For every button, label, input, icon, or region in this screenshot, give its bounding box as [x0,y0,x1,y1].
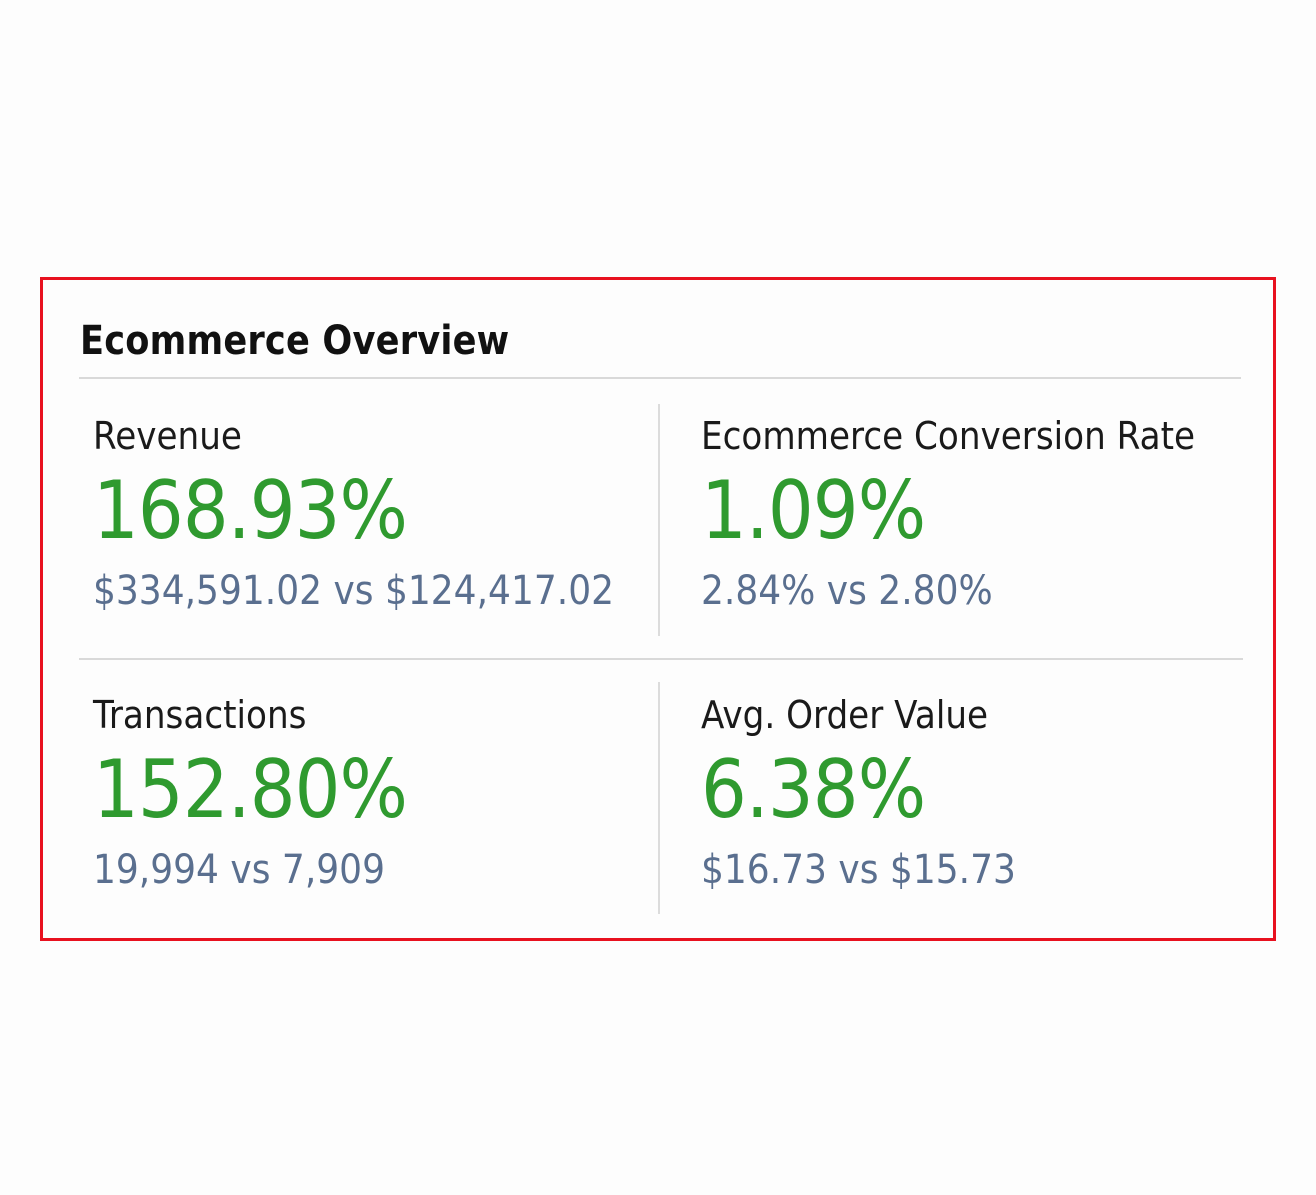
metric-label: Transactions [93,693,307,737]
metric-change-value: 152.80% [93,743,408,836]
metric-comparison: 2.84% vs 2.80% [701,568,993,614]
title-divider [79,377,1241,379]
metric-comparison: 19,994 vs 7,909 [93,847,385,893]
metric-revenue[interactable]: Revenue 168.93% $334,591.02 vs $124,417.… [93,414,653,644]
metric-change-value: 1.09% [701,464,926,557]
metric-avg-order-value[interactable]: Avg. Order Value 6.38% $16.73 vs $15.73 [701,693,1261,923]
panel-title: Ecommerce Overview [80,318,510,364]
column-divider-lower [658,682,660,914]
row-divider [79,658,1243,660]
metric-change-value: 168.93% [93,464,408,557]
column-divider-upper [658,404,660,636]
metric-label: Avg. Order Value [701,693,989,737]
metric-comparison: $16.73 vs $15.73 [701,847,1016,893]
metric-label: Ecommerce Conversion Rate [701,414,1196,458]
metric-label: Revenue [93,414,242,458]
metric-ecommerce-conversion-rate[interactable]: Ecommerce Conversion Rate 1.09% 2.84% vs… [701,414,1261,644]
metric-transactions[interactable]: Transactions 152.80% 19,994 vs 7,909 [93,693,653,923]
metric-comparison: $334,591.02 vs $124,417.02 [93,568,615,614]
ecommerce-overview-panel: Ecommerce Overview Revenue 168.93% $334,… [40,277,1276,941]
metric-change-value: 6.38% [701,743,926,836]
